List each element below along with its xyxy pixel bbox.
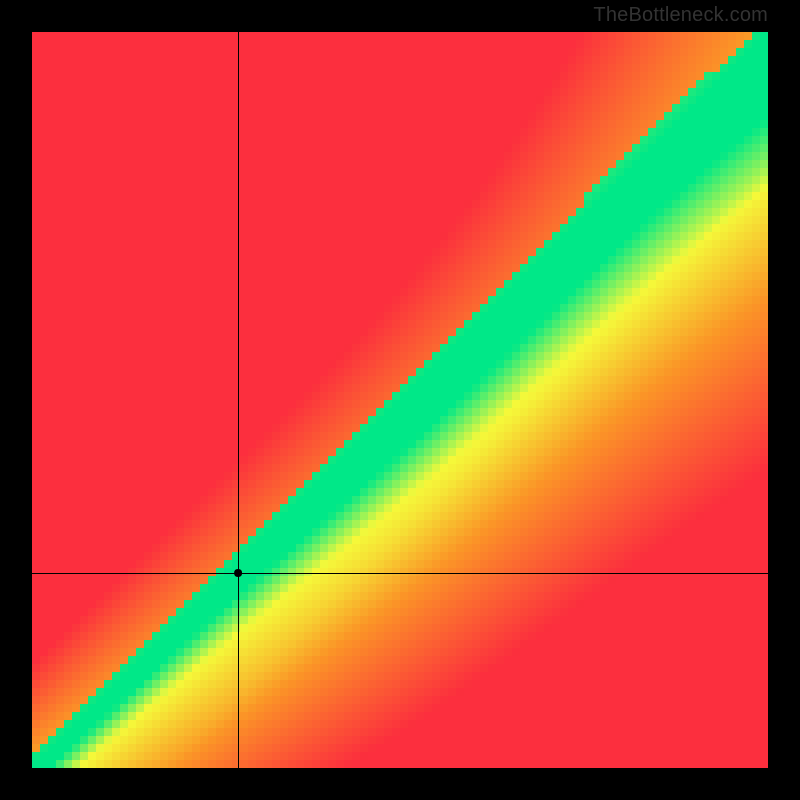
watermark-text: TheBottleneck.com [593,4,768,27]
heatmap-canvas [32,32,768,768]
chart-container: TheBottleneck.com [0,0,800,800]
